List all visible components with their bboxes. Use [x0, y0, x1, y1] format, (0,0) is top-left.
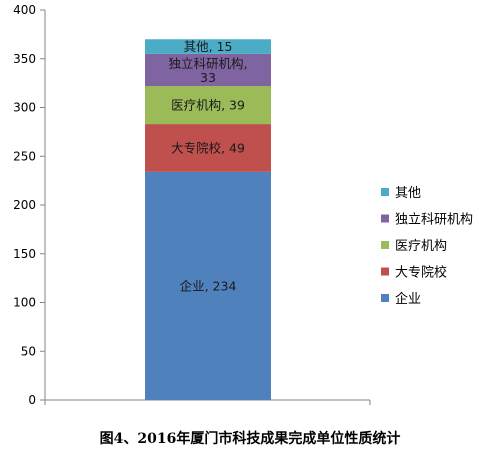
- legend-swatch: [381, 294, 389, 302]
- y-tick-label: 100: [13, 296, 36, 310]
- bar-segment: [145, 171, 271, 400]
- y-tick-label: 400: [13, 3, 36, 17]
- legend-label: 大专院校: [395, 265, 447, 281]
- legend-swatch: [381, 188, 389, 196]
- y-tick-label: 250: [13, 149, 36, 163]
- legend-label: 医疗机构: [395, 239, 447, 254]
- y-tick-label: 300: [13, 101, 36, 115]
- legend-label: 独立科研机构: [395, 213, 473, 228]
- bar-segment: [145, 39, 271, 54]
- bar-segment: [145, 53, 271, 87]
- legend-swatch: [381, 267, 389, 276]
- y-tick-label: 0: [28, 393, 36, 407]
- stacked-bar-chart: 0 50 100 150 200 250 300 350 400 企业, 234 大专院校, 49 医…: [13, 3, 473, 407]
- y-tick-label: 150: [13, 247, 36, 261]
- legend-label: 企业: [395, 291, 421, 307]
- data-label: 医疗机构, 39: [171, 98, 245, 113]
- chart-caption: 图4、2016年厦门市科技成果完成单位性质统计: [99, 431, 401, 447]
- data-label: 其他, 15: [184, 39, 233, 54]
- bar-segment: [145, 124, 271, 172]
- legend-swatch: [381, 214, 389, 223]
- y-tick-label: 200: [13, 198, 36, 212]
- data-label: 大专院校, 49: [171, 140, 245, 155]
- y-tick-label: 350: [13, 52, 36, 66]
- data-label: 企业, 234: [180, 278, 237, 293]
- legend-swatch: [381, 241, 389, 249]
- bar-segment: [145, 86, 271, 125]
- legend-label: 其他: [395, 186, 421, 201]
- y-tick-label: 50: [21, 344, 36, 358]
- data-label: 独立科研机构, 33: [169, 56, 248, 85]
